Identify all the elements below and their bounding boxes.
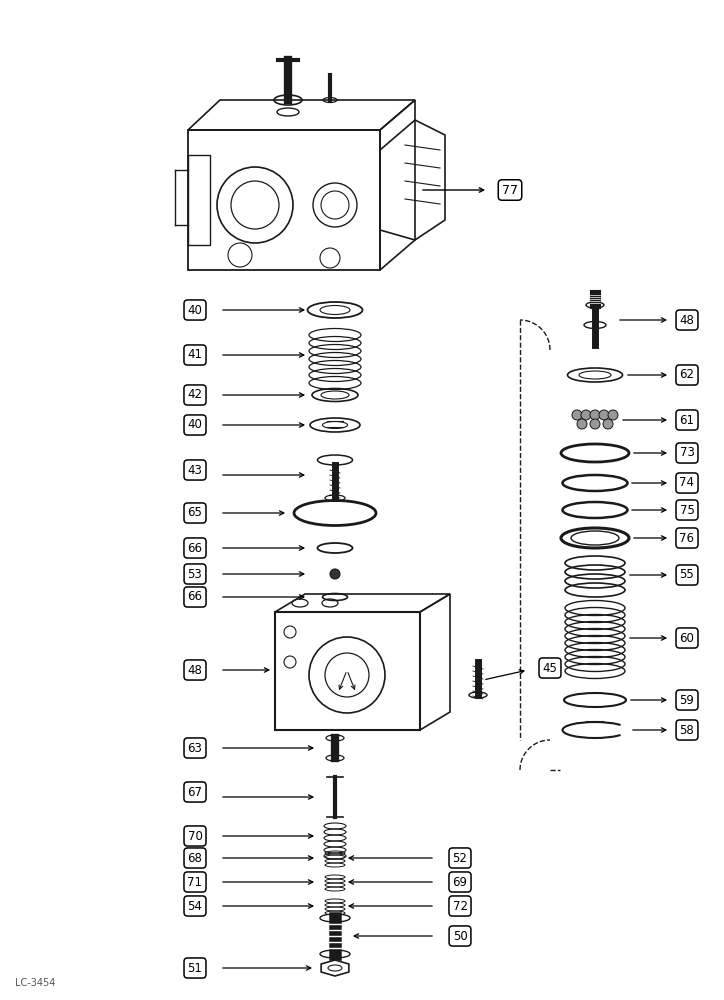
Text: 61: 61 <box>680 414 694 426</box>
Circle shape <box>608 410 618 420</box>
Text: 43: 43 <box>188 464 203 477</box>
Text: 66: 66 <box>188 590 203 603</box>
Text: 77: 77 <box>502 184 518 196</box>
Text: 71: 71 <box>188 876 203 888</box>
Text: 50: 50 <box>452 930 468 942</box>
Text: 40: 40 <box>188 304 203 316</box>
Text: 66: 66 <box>188 542 203 554</box>
Text: 58: 58 <box>680 724 694 736</box>
Text: 72: 72 <box>452 900 468 912</box>
Text: 69: 69 <box>452 876 468 888</box>
Text: 68: 68 <box>188 852 203 864</box>
Text: 75: 75 <box>680 504 694 516</box>
Circle shape <box>577 419 587 429</box>
Text: 55: 55 <box>680 568 694 582</box>
Circle shape <box>599 410 609 420</box>
Text: 67: 67 <box>188 786 203 798</box>
Text: 76: 76 <box>680 532 694 544</box>
Text: 54: 54 <box>188 900 203 912</box>
Text: 73: 73 <box>680 446 694 460</box>
Text: 74: 74 <box>680 477 694 489</box>
Text: 41: 41 <box>188 349 203 361</box>
Text: 62: 62 <box>680 368 694 381</box>
Circle shape <box>603 419 613 429</box>
Circle shape <box>581 410 591 420</box>
Text: 60: 60 <box>680 632 694 645</box>
Text: 51: 51 <box>188 962 203 974</box>
Circle shape <box>590 410 600 420</box>
Text: 45: 45 <box>542 662 557 674</box>
Text: 42: 42 <box>188 388 203 401</box>
Text: 40: 40 <box>188 418 203 432</box>
Circle shape <box>590 419 600 429</box>
Text: 59: 59 <box>680 694 694 706</box>
Circle shape <box>572 410 582 420</box>
Text: 70: 70 <box>188 830 203 842</box>
Text: 48: 48 <box>188 664 203 676</box>
Text: 53: 53 <box>188 568 203 580</box>
Text: 48: 48 <box>680 314 694 326</box>
Text: 65: 65 <box>188 506 203 520</box>
Text: LC-3454: LC-3454 <box>15 978 55 988</box>
Circle shape <box>330 569 340 579</box>
Text: 52: 52 <box>452 852 468 864</box>
Text: 63: 63 <box>188 742 203 754</box>
